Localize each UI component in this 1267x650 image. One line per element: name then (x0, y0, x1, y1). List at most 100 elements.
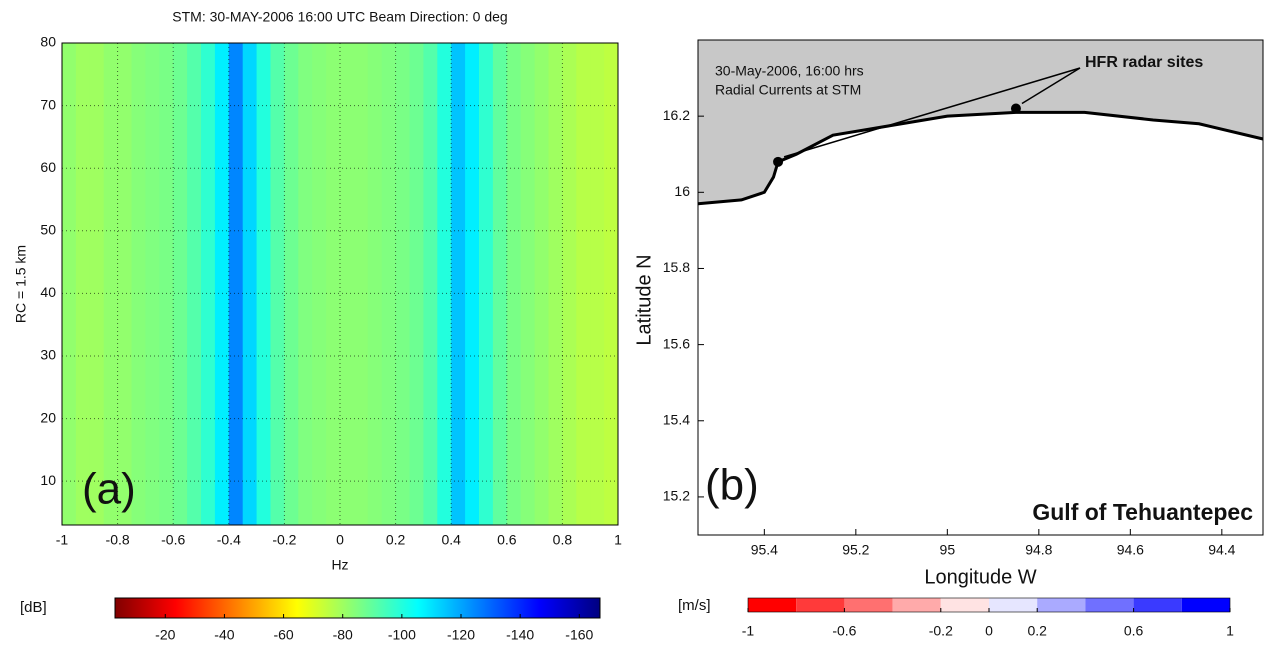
spectrum-column (131, 43, 146, 525)
colorbar-tick-label: 1 (1226, 623, 1234, 639)
y-axis-label: RC = 1.5 km (13, 245, 29, 323)
x-tick-label: 94.6 (1117, 542, 1144, 558)
colorbar-tick-label: -140 (506, 627, 534, 643)
x-tick-label: 0 (336, 532, 344, 548)
colorbar-tick-label: -60 (273, 627, 293, 643)
colorbar-tick-label: -120 (447, 627, 475, 643)
map-annotation: Radial Currents at STM (715, 82, 861, 98)
spectrum-column (298, 43, 313, 525)
y-tick-label: 15.4 (663, 411, 690, 427)
coastline (697, 110, 1264, 206)
spectrum-column (395, 43, 410, 525)
x-tick-label: 0.6 (497, 532, 517, 548)
spectrum-column (520, 43, 536, 525)
y-tick-label: 50 (40, 221, 56, 237)
spectrum-column (590, 43, 605, 525)
spectrum-column (173, 43, 188, 525)
colorbar-bin (796, 598, 845, 612)
x-tick-label: 0.2 (386, 532, 406, 548)
x-tick-label: 95 (940, 542, 956, 558)
panel-b: HFR radar sites 30-May-2006, 16:00 hrs Rad… (633, 39, 1264, 639)
spectrum-column (437, 43, 452, 525)
x-tick-label: 0.4 (441, 532, 461, 548)
chart-title: STM: 30-MAY-2006 16:00 UTC Beam Directio… (172, 9, 507, 25)
spectrum-column (548, 43, 563, 525)
spectrum-column (367, 43, 383, 525)
spectrum-column (423, 43, 438, 525)
spectrum-column (312, 43, 327, 525)
panel-a: -1 -0.8 -0.6 -0.4 -0.2 0 0.2 0.4 0.6 0.8 1 10 20 30 40… (13, 9, 622, 643)
y-tick-label: 40 (40, 284, 56, 300)
colorbar-tick-label: -160 (565, 627, 593, 643)
colorbar-bin (1037, 598, 1086, 612)
colorbar-bin (1133, 598, 1182, 612)
x-tick-label: 95.2 (842, 542, 869, 558)
colorbar-tick-label: -40 (214, 627, 234, 643)
colorbar-tick-label: 0.6 (1124, 623, 1144, 639)
colorbar-bin (940, 598, 989, 612)
colorbar-tick-label: -0.2 (929, 623, 953, 639)
spectrum-column (465, 43, 480, 525)
x-tick-label: -0.2 (272, 532, 296, 548)
spectrum-column (506, 43, 522, 525)
y-tick-label: 30 (40, 347, 56, 363)
spectrum-column (75, 43, 91, 525)
spectrum-column (534, 43, 549, 525)
spectrum-column (604, 43, 619, 525)
y-tick-label: 10 (40, 472, 56, 488)
spectrum-column (89, 43, 105, 525)
colorbar (114, 597, 601, 619)
spectrum-column (228, 43, 244, 525)
map-annotation: 30-May-2006, 16:00 hrs (715, 63, 864, 79)
colorbar-bin (844, 598, 893, 612)
spectrum-column (256, 43, 271, 525)
colorbar-tick-label: -0.6 (832, 623, 856, 639)
y-tick-label: 70 (40, 96, 56, 112)
radar-site (1010, 103, 1021, 114)
colorbar-bin (892, 598, 941, 612)
panel-label: (b) (705, 461, 759, 510)
spectrum-column (242, 43, 258, 525)
radar-site (773, 156, 784, 167)
y-axis-label: Latitude N (633, 254, 655, 345)
spectrum-column (326, 43, 341, 525)
x-tick-label: 94.8 (1025, 542, 1052, 558)
colorbar-tick-label: 0.2 (1027, 623, 1047, 639)
colorbar-tick-label: -1 (742, 623, 755, 639)
x-axis-label: Longitude W (924, 566, 1036, 588)
spectrum-column (381, 43, 397, 525)
spectrum-column (145, 43, 160, 525)
spectrum-column (492, 43, 508, 525)
spectrum-column (270, 43, 285, 525)
y-tick-label: 16 (674, 183, 690, 199)
y-tick-label: 16.2 (663, 107, 690, 123)
y-tick-label: 15.8 (663, 259, 690, 275)
spectrum-column (562, 43, 577, 525)
x-tick-label: 0.8 (553, 532, 573, 548)
colorbar-bin (989, 598, 1038, 612)
colorbar-tick-label: -20 (155, 627, 175, 643)
spectrum-column (117, 43, 132, 525)
x-tick-label: 94.4 (1208, 542, 1235, 558)
x-tick-label: -0.8 (106, 532, 130, 548)
colorbar-bin (748, 598, 797, 612)
spectrum-column (353, 43, 369, 525)
spectrum-column (409, 43, 424, 525)
colorbar-bin (1085, 598, 1134, 612)
x-tick-label: -0.4 (217, 532, 241, 548)
spectrum-column (214, 43, 230, 525)
colorbar-label: [dB] (20, 599, 47, 616)
colorbar-tick-label: 0 (985, 623, 993, 639)
spectrum-column (201, 43, 216, 525)
region-label: Gulf of Tehuantepec (1032, 499, 1253, 525)
spectrum-column (187, 43, 202, 525)
land (698, 40, 1263, 204)
colorbar-tick-label: -100 (388, 627, 416, 643)
y-tick-label: 60 (40, 159, 56, 175)
site-arrow (783, 67, 1081, 158)
x-tick-label: 1 (614, 532, 622, 548)
colorbar-bin (1181, 598, 1230, 612)
y-tick-label: 20 (40, 409, 56, 425)
colorbar-label: [m/s] (678, 597, 711, 614)
